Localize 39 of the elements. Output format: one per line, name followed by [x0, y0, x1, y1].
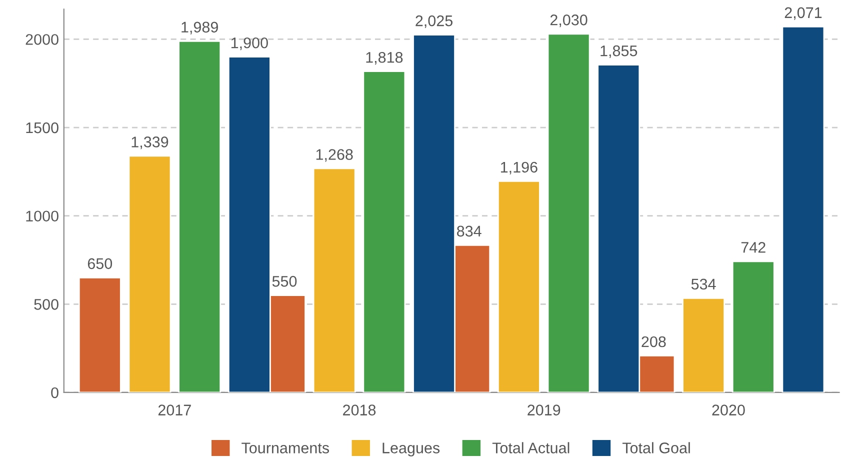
data-label: 1,268: [316, 149, 353, 162]
y-tick-label: 2000: [26, 34, 58, 45]
data-label: 2,071: [784, 7, 822, 20]
bar: [128, 155, 172, 392]
data-label: 1,855: [600, 45, 638, 58]
bar: [362, 70, 406, 392]
y-tick-label: 1500: [26, 122, 58, 134]
x-tick-label: 2019: [528, 404, 560, 416]
data-label: 834: [457, 226, 482, 237]
legend-label: Total Actual: [492, 442, 570, 454]
bar: [497, 180, 540, 392]
data-label: 550: [272, 276, 297, 287]
y-tick-label: 1000: [26, 210, 58, 222]
bar: [78, 276, 122, 392]
x-tick-label: 2017: [158, 404, 191, 416]
bar: [312, 168, 356, 392]
x-tick-label: 2018: [343, 404, 376, 416]
data-label: 1,196: [500, 162, 538, 174]
data-label: 650: [88, 258, 112, 270]
legend-label: Total Goal: [622, 442, 690, 454]
bar: [547, 33, 590, 392]
data-label: 534: [691, 278, 716, 290]
data-label: 1,900: [231, 37, 268, 50]
bar: [178, 40, 222, 392]
y-tick-label: 500: [34, 299, 58, 310]
data-label: 2,025: [416, 15, 452, 28]
data-label: 1,989: [182, 22, 218, 34]
bar: [782, 26, 825, 392]
bar: [682, 297, 725, 392]
x-tick-label: 2020: [712, 404, 745, 416]
legend-label: Tournaments: [242, 442, 330, 454]
y-tick-label: 0: [51, 387, 58, 398]
data-label: 2,030: [550, 14, 588, 28]
legend-label: Leagues: [382, 442, 440, 456]
bar: [732, 260, 775, 392]
data-label: 208: [642, 336, 666, 348]
data-label: 1,818: [366, 52, 403, 65]
data-label: 1,339: [132, 136, 168, 150]
data-label: 742: [741, 242, 766, 253]
